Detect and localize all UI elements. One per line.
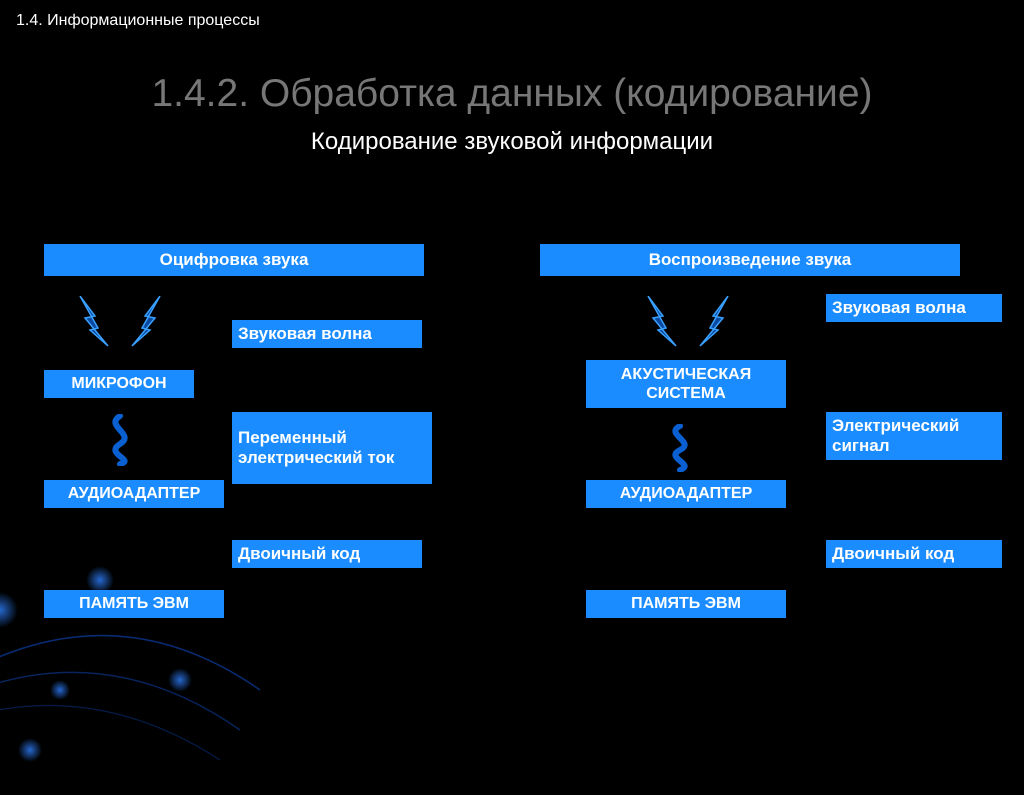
left-box-memory: ПАМЯТЬ ЭВМ [44, 590, 224, 618]
right-bolts-icon [638, 296, 728, 346]
right-label-sound-wave-text: Звуковая волна [832, 298, 966, 318]
left-box-microphone-label: МИКРОФОН [71, 374, 166, 393]
right-box-audioadapter: АУДИОАДАПТЕР [586, 480, 786, 508]
page-subtitle: Кодирование звуковой информации [0, 128, 1024, 156]
right-label-binary: Двоичный код [826, 540, 1002, 568]
left-label-binary-text: Двоичный код [238, 544, 360, 564]
left-wave-icon [96, 414, 136, 454]
right-header-label: Воспроизведение звука [649, 250, 852, 269]
right-box-memory-label: ПАМЯТЬ ЭВМ [631, 594, 741, 613]
breadcrumb: 1.4. Информационные процессы [16, 12, 260, 30]
left-label-current: Переменный электрический ток [232, 412, 432, 484]
left-header-label: Оцифровка звука [160, 250, 309, 269]
left-box-audioadapter: АУДИОАДАПТЕР [44, 480, 224, 508]
left-box-microphone: МИКРОФОН [44, 370, 194, 398]
left-bolts-icon [70, 296, 160, 346]
left-box-memory-label: ПАМЯТЬ ЭВМ [79, 594, 189, 613]
left-label-binary: Двоичный код [232, 540, 422, 568]
left-label-sound-wave: Звуковая волна [232, 320, 422, 348]
right-label-signal: Электрический сигнал [826, 412, 1002, 460]
right-label-binary-text: Двоичный код [832, 544, 954, 564]
right-box-speaker-label: АКУСТИЧЕСКАЯ СИСТЕМА [592, 365, 780, 403]
left-box-audioadapter-label: АУДИОАДАПТЕР [68, 484, 201, 503]
right-wave-icon [656, 424, 696, 464]
page-title: 1.4.2. Обработка данных (кодирование) [0, 72, 1024, 116]
right-box-memory: ПАМЯТЬ ЭВМ [586, 590, 786, 618]
right-label-sound-wave: Звуковая волна [826, 294, 1002, 322]
right-box-audioadapter-label: АУДИОАДАПТЕР [620, 484, 753, 503]
left-label-sound-wave-text: Звуковая волна [238, 324, 372, 344]
right-box-speaker: АКУСТИЧЕСКАЯ СИСТЕМА [586, 360, 786, 408]
right-column-header: Воспроизведение звука [540, 244, 960, 276]
left-label-current-text: Переменный электрический ток [238, 428, 426, 469]
right-label-signal-text: Электрический сигнал [832, 416, 996, 457]
left-column-header: Оцифровка звука [44, 244, 424, 276]
